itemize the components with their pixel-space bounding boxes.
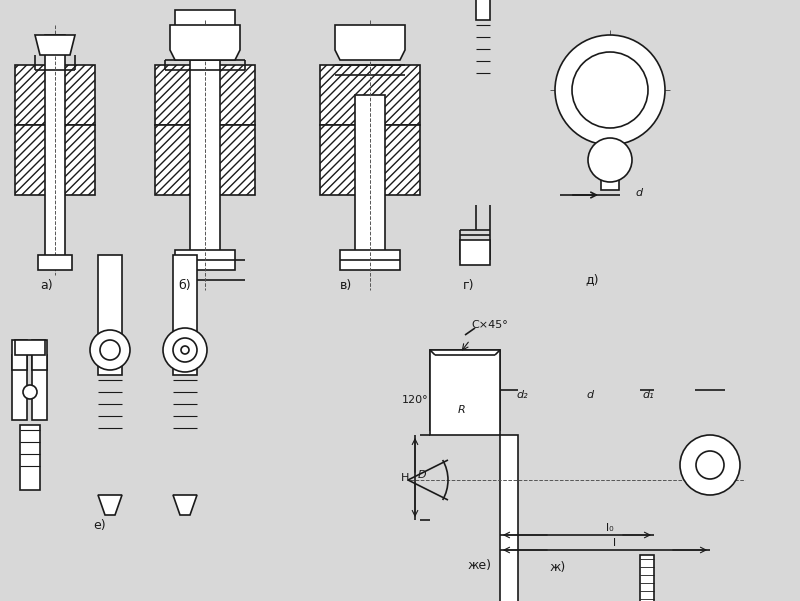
Bar — [476, 0, 490, 20]
Bar — [20, 425, 40, 490]
Polygon shape — [38, 255, 72, 270]
Bar — [430, 350, 500, 430]
Text: d₂: d₂ — [516, 390, 528, 400]
Bar — [340, 250, 400, 270]
Bar — [320, 125, 420, 195]
Bar — [15, 125, 95, 195]
Bar — [430, 350, 500, 435]
Bar — [12, 355, 27, 420]
Text: D: D — [418, 470, 426, 480]
Text: H: H — [401, 473, 409, 483]
Bar — [45, 35, 65, 260]
Circle shape — [23, 385, 37, 399]
Bar — [32, 340, 47, 370]
Text: е): е) — [94, 519, 106, 531]
Text: а): а) — [40, 278, 53, 291]
Text: 120°: 120° — [402, 395, 428, 405]
Polygon shape — [35, 35, 75, 55]
Text: R: R — [458, 405, 466, 415]
Bar — [190, 35, 220, 265]
Circle shape — [555, 35, 665, 145]
Bar — [500, 435, 518, 601]
Bar — [320, 65, 420, 125]
Polygon shape — [170, 25, 240, 60]
Text: ж): ж) — [550, 561, 566, 575]
Bar — [15, 65, 95, 125]
Polygon shape — [335, 25, 405, 60]
Bar — [601, 110, 619, 190]
Polygon shape — [173, 495, 197, 515]
Text: l: l — [614, 538, 617, 548]
Text: д): д) — [585, 273, 598, 287]
Text: C×45°: C×45° — [472, 320, 508, 330]
Circle shape — [588, 138, 632, 182]
Circle shape — [572, 52, 648, 128]
Text: d: d — [586, 390, 594, 400]
Bar — [460, 240, 490, 265]
Bar — [15, 340, 45, 355]
Text: г): г) — [463, 278, 474, 291]
Bar — [12, 340, 27, 370]
Circle shape — [163, 328, 207, 372]
Text: l₀: l₀ — [606, 523, 614, 533]
Circle shape — [100, 340, 120, 360]
Bar — [98, 255, 122, 375]
Circle shape — [173, 338, 197, 362]
Circle shape — [90, 330, 130, 370]
Circle shape — [680, 435, 740, 495]
Text: d: d — [635, 188, 642, 198]
Polygon shape — [98, 495, 122, 515]
Bar — [32, 355, 47, 420]
Bar — [173, 255, 197, 375]
Bar — [640, 555, 654, 601]
Bar — [175, 250, 235, 270]
Bar — [155, 125, 255, 195]
Circle shape — [696, 451, 724, 479]
Text: б): б) — [178, 278, 190, 291]
Text: в): в) — [340, 278, 352, 291]
Text: же): же) — [468, 558, 492, 572]
Circle shape — [181, 346, 189, 354]
Bar — [175, 10, 235, 35]
Bar — [155, 65, 255, 125]
Bar — [355, 95, 385, 265]
Text: d₁: d₁ — [642, 390, 654, 400]
